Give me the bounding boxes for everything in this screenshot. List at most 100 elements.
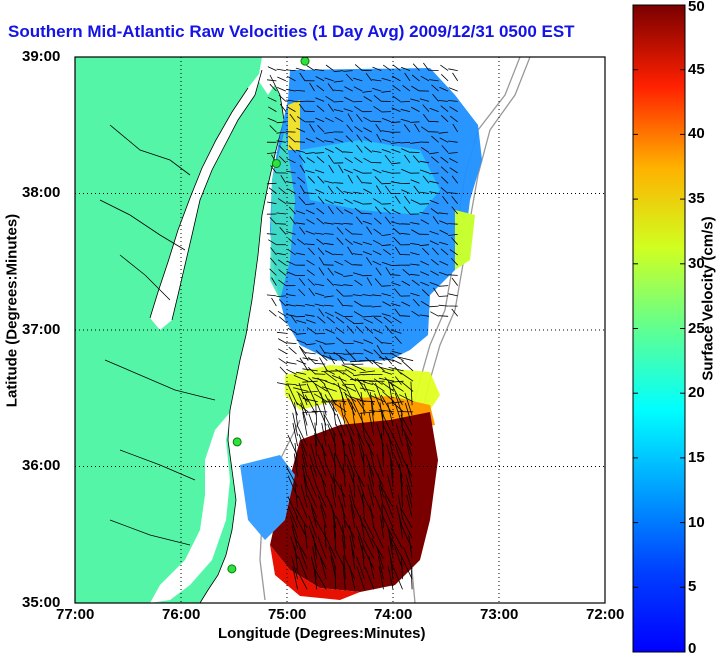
velocity-vector (324, 242, 334, 246)
velocity-vector (278, 94, 287, 102)
velocity-vector (371, 382, 385, 392)
velocity-vector (430, 270, 439, 276)
velocity-vector (295, 149, 306, 153)
velocity-vector (287, 106, 296, 112)
velocity-vector (288, 393, 298, 416)
velocity-vector (314, 517, 327, 539)
velocity-vector (338, 164, 344, 174)
velocity-vector (356, 556, 365, 580)
velocity-vector (344, 198, 353, 205)
velocity-vector (383, 207, 392, 215)
velocity-vector (311, 410, 328, 413)
velocity-vector (326, 465, 337, 488)
velocity-vector (324, 77, 334, 82)
velocity-vector (317, 196, 325, 204)
x-tick: 77:00 (56, 606, 95, 623)
velocity-vector (342, 463, 346, 488)
velocity-vector (285, 466, 298, 488)
velocity-vector (295, 90, 306, 92)
velocity-vector (400, 381, 414, 392)
velocity-vector (286, 271, 296, 276)
velocity-vector (287, 327, 297, 334)
velocity-vector (390, 527, 403, 549)
velocity-vector (324, 414, 337, 436)
velocity-vector (353, 86, 363, 92)
velocity-vector (343, 284, 353, 286)
velocity-vector (410, 98, 420, 102)
velocity-vector (388, 381, 394, 406)
velocity-vector (312, 377, 328, 382)
velocity-vector (361, 494, 365, 518)
velocity-vector (410, 199, 420, 205)
y-tick: 37:00 (22, 321, 61, 338)
velocity-vector (378, 366, 395, 372)
velocity-vector (324, 380, 335, 385)
velocity-vector (296, 359, 307, 365)
velocity-vector (343, 305, 353, 307)
velocity-vector (373, 316, 383, 324)
velocity-vector (381, 486, 394, 508)
velocity-vector (448, 152, 458, 154)
velocity-vector (423, 62, 430, 71)
velocity-vector (363, 188, 372, 194)
velocity-vector (286, 342, 297, 344)
velocity-vector (317, 454, 327, 477)
velocity-vector (439, 86, 449, 92)
velocity-vector (333, 476, 346, 498)
velocity-vector (353, 352, 364, 355)
velocity-vector (429, 240, 439, 246)
colorbar-tick-label: 5 (688, 578, 697, 596)
velocity-vector (409, 121, 420, 123)
velocity-vector (438, 241, 449, 246)
velocity-vector (359, 400, 376, 403)
velocity-vector (293, 453, 298, 477)
velocity-vector (315, 137, 325, 143)
velocity-vector (359, 387, 376, 392)
velocity-vector (292, 422, 298, 447)
velocity-vector (429, 305, 439, 308)
velocity-vector (345, 238, 353, 246)
velocity-vector (307, 176, 315, 184)
velocity-vector (353, 374, 364, 377)
velocity-vector (353, 77, 363, 82)
velocity-vector (319, 357, 328, 372)
radar-site-marker (300, 57, 310, 66)
velocity-vector (270, 165, 277, 174)
velocity-vector (302, 411, 318, 413)
velocity-vector (363, 547, 375, 570)
velocity-vector (381, 285, 391, 287)
velocity-vector (367, 484, 375, 508)
velocity-vector (419, 98, 430, 102)
velocity-vector (314, 283, 325, 286)
velocity-vector (302, 368, 318, 372)
velocity-vector (287, 475, 298, 498)
velocity-vector (429, 107, 439, 112)
velocity-vector (316, 84, 325, 92)
velocity-vector (295, 333, 307, 335)
velocity-vector (438, 212, 449, 215)
velocity-vector (269, 125, 277, 133)
velocity-vector (381, 381, 395, 392)
velocity-vector (352, 294, 363, 297)
velocity-vector (448, 274, 458, 276)
velocity-vector (324, 311, 334, 317)
velocity-vector (429, 180, 439, 184)
velocity-vector (344, 383, 356, 406)
velocity-vector (362, 294, 372, 297)
velocity-vector (440, 176, 449, 184)
velocity-vector (318, 267, 325, 276)
velocity-vector (412, 155, 420, 164)
velocity-vector (344, 259, 353, 266)
velocity-vector (279, 227, 287, 235)
region-blue-southwest (240, 455, 295, 540)
velocity-vector (386, 443, 394, 467)
velocity-vector (276, 140, 286, 143)
velocity-vector (324, 394, 337, 416)
velocity-vector (439, 229, 449, 235)
velocity-vector (404, 72, 411, 82)
y-tick: 38:00 (22, 184, 61, 201)
velocity-vector (388, 380, 404, 383)
velocity-vector (305, 243, 315, 246)
velocity-vector (404, 195, 411, 204)
velocity-vector (321, 422, 327, 447)
